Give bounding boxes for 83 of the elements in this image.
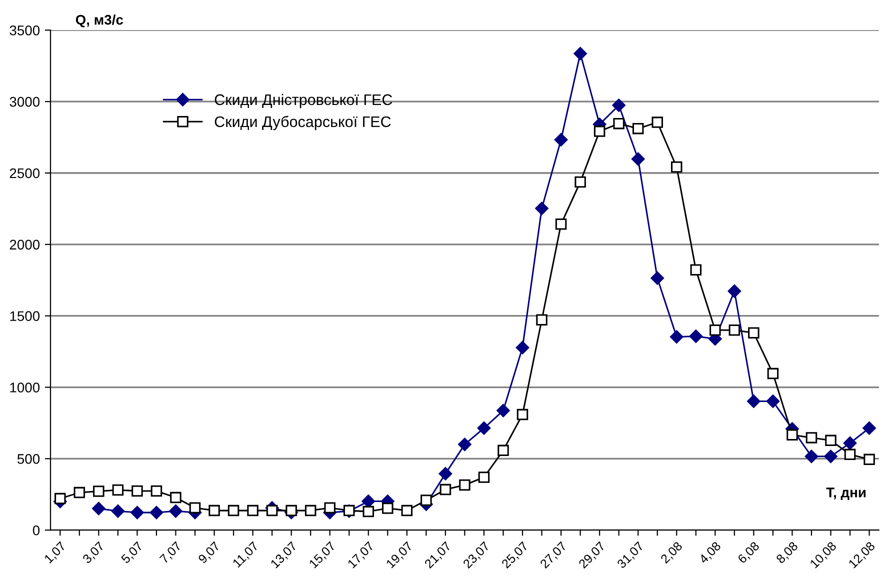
point bbox=[824, 450, 838, 464]
point bbox=[516, 340, 530, 354]
point bbox=[689, 330, 703, 343]
point bbox=[825, 434, 836, 446]
point bbox=[535, 202, 548, 216]
point bbox=[652, 116, 663, 128]
y-tick-label: 0 bbox=[32, 525, 40, 536]
y-tick-label: 500 bbox=[17, 454, 40, 464]
point bbox=[286, 504, 297, 516]
point bbox=[420, 494, 432, 506]
point bbox=[478, 472, 490, 483]
point bbox=[112, 484, 124, 496]
point bbox=[228, 504, 240, 516]
point bbox=[747, 394, 760, 408]
point bbox=[612, 98, 626, 112]
point bbox=[862, 421, 876, 435]
point bbox=[613, 118, 624, 130]
point bbox=[767, 368, 779, 380]
point bbox=[843, 436, 857, 450]
point bbox=[459, 479, 470, 491]
point bbox=[247, 504, 258, 516]
point bbox=[362, 494, 376, 508]
point bbox=[92, 502, 106, 516]
legend-label: Скиди Дубосарської ГЕС bbox=[214, 116, 391, 130]
point bbox=[804, 450, 818, 464]
legend-label: Скиди Дністровської ГЕС bbox=[214, 94, 392, 108]
point bbox=[324, 502, 336, 514]
y-tick-label: 2000 bbox=[10, 240, 40, 250]
x-tick-label: 8,08 bbox=[776, 541, 800, 565]
point bbox=[170, 492, 182, 504]
point bbox=[208, 504, 220, 516]
point bbox=[631, 152, 645, 166]
point bbox=[477, 421, 491, 435]
point bbox=[864, 454, 875, 466]
point bbox=[496, 404, 510, 418]
point bbox=[574, 176, 586, 188]
point bbox=[710, 324, 721, 336]
y-tick-label: 3500 bbox=[10, 25, 40, 36]
point bbox=[132, 485, 143, 497]
point bbox=[111, 504, 125, 518]
point bbox=[362, 506, 374, 518]
point bbox=[632, 122, 644, 134]
point bbox=[671, 161, 682, 173]
point bbox=[440, 484, 452, 496]
point bbox=[266, 504, 278, 516]
point bbox=[806, 432, 818, 444]
x-tick-label: 4,08 bbox=[698, 541, 722, 566]
point bbox=[650, 271, 664, 285]
x-tick-label: 6,08 bbox=[737, 541, 761, 565]
point bbox=[458, 438, 472, 452]
point bbox=[54, 492, 66, 504]
point bbox=[690, 264, 702, 276]
point bbox=[93, 486, 104, 497]
y-tick-label: 1500 bbox=[10, 311, 40, 322]
point bbox=[786, 429, 798, 440]
point bbox=[498, 444, 509, 456]
point bbox=[728, 284, 742, 298]
point bbox=[304, 504, 316, 516]
point bbox=[844, 448, 856, 460]
point bbox=[189, 502, 201, 514]
point bbox=[555, 218, 567, 230]
point bbox=[150, 506, 164, 520]
y-axis-title: Q, м3/с bbox=[76, 14, 124, 28]
x-axis-title: T, дни bbox=[826, 488, 866, 500]
point bbox=[594, 126, 606, 137]
point bbox=[536, 314, 548, 326]
point bbox=[401, 504, 413, 516]
y-tick-label: 2500 bbox=[10, 168, 40, 178]
point bbox=[74, 486, 86, 498]
point bbox=[169, 504, 182, 518]
point bbox=[670, 330, 684, 344]
point bbox=[150, 485, 162, 497]
point bbox=[748, 327, 760, 338]
point bbox=[382, 502, 394, 514]
point bbox=[130, 506, 144, 520]
point bbox=[554, 133, 568, 146]
y-tick-label: 1000 bbox=[10, 382, 40, 392]
point bbox=[438, 467, 452, 480]
point bbox=[516, 408, 528, 420]
point bbox=[728, 324, 740, 336]
point bbox=[574, 46, 587, 60]
y-tick-label: 3000 bbox=[10, 96, 40, 107]
point bbox=[766, 394, 780, 408]
